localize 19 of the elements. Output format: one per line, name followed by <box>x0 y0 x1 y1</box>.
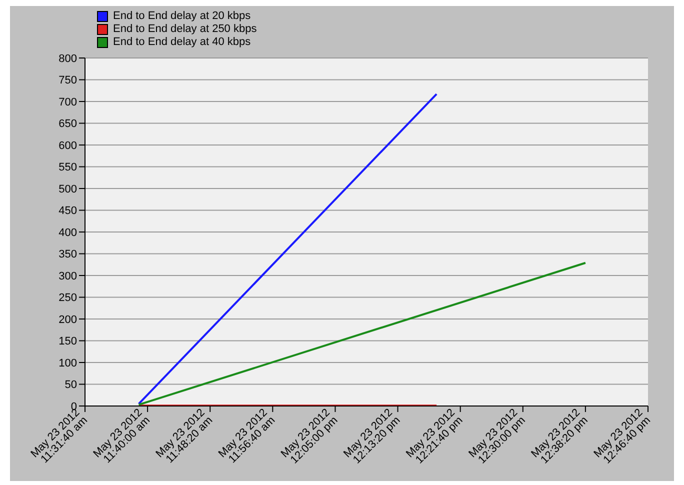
y-tick-label: 600 <box>58 140 77 152</box>
y-tick-label: 400 <box>58 226 77 239</box>
y-tick-label: 450 <box>58 205 77 218</box>
y-tick-label: 200 <box>58 314 77 326</box>
y-tick-label: 500 <box>58 183 77 196</box>
y-tick-label: 800 <box>58 52 77 65</box>
y-tick-label: 350 <box>58 248 77 261</box>
legend-label: End to End delay at 250 kbps <box>113 23 257 36</box>
y-tick-label: 700 <box>58 96 77 108</box>
y-tick-label: 250 <box>58 292 77 304</box>
legend-label: End to End delay at 40 kbps <box>113 36 251 49</box>
y-tick-label: 100 <box>58 357 77 370</box>
y-tick-label: 550 <box>58 162 77 174</box>
y-tick-label: 300 <box>58 270 77 282</box>
y-tick-label: 650 <box>58 118 77 130</box>
y-tick-label: 50 <box>64 379 77 392</box>
legend-label: End to End delay at 20 kbps <box>113 10 251 23</box>
y-tick-label: 150 <box>58 336 77 348</box>
y-tick-label: 750 <box>58 74 77 87</box>
